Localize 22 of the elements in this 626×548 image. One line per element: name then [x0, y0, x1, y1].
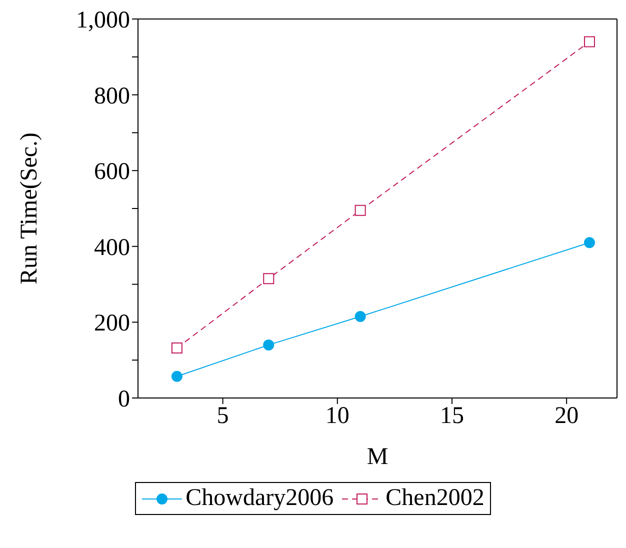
- y-tick-label: 0: [118, 386, 130, 413]
- legend-label: Chen2002: [386, 485, 484, 512]
- point: [354, 204, 366, 216]
- y-axis-title: Run Time(Sec.): [16, 132, 43, 285]
- legend-label: Chowdary2006: [186, 485, 334, 512]
- point: [171, 370, 182, 382]
- point: [584, 36, 595, 48]
- point: [171, 342, 182, 354]
- x-tick-label: 20: [554, 403, 579, 430]
- y-tick-label: 200: [94, 310, 130, 337]
- point: [263, 273, 274, 284]
- x-tick-label: 15: [440, 403, 464, 430]
- y-tick-label: 400: [94, 234, 130, 261]
- x-tick-label: 5: [216, 403, 229, 430]
- point: [354, 311, 366, 322]
- y-tick-label: 600: [94, 159, 130, 186]
- y-tick-label: 800: [94, 83, 130, 110]
- x-axis-title: M: [366, 444, 388, 470]
- y-tick-label: 1,000: [76, 8, 130, 34]
- point: [584, 237, 595, 248]
- point: [263, 339, 274, 350]
- x-tick-label: 10: [325, 403, 350, 430]
